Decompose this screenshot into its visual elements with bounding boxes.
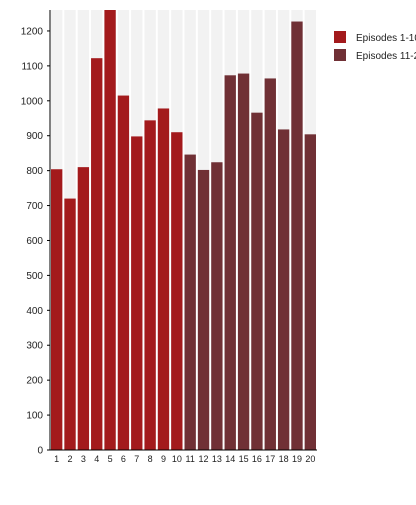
x-tick-label: 16 (252, 454, 262, 464)
bar-episode-5 (104, 10, 116, 450)
legend-swatch (334, 31, 346, 43)
bar-episode-10 (171, 132, 183, 450)
legend: Episodes 1-10 Episodes 11-20 (334, 31, 416, 62)
x-tick-label: 8 (148, 454, 153, 464)
x-tick-label: 14 (225, 454, 235, 464)
x-tick-label: 15 (239, 454, 249, 464)
x-tick-label: 18 (279, 454, 289, 464)
y-tick-label: 300 (26, 341, 43, 352)
x-tick-label: 5 (108, 454, 113, 464)
bar-episode-20 (304, 134, 316, 451)
bars (51, 10, 316, 451)
bar-episode-12 (197, 169, 210, 450)
legend-swatch (334, 49, 346, 61)
y-tick-label: 800 (26, 166, 43, 177)
x-tick-label: 4 (94, 454, 99, 464)
legend-label: Episodes 1-10 (356, 33, 416, 44)
y-tick-label: 600 (26, 236, 43, 247)
x-tick-label: 2 (68, 454, 73, 464)
bar-episode-9 (157, 108, 170, 450)
x-tick-label: 3 (81, 454, 86, 464)
x-tick-label: 9 (161, 454, 166, 464)
x-tick-label: 12 (199, 454, 209, 464)
bar-episode-18 (277, 129, 290, 450)
axes: 1 2 3 4 5 6 7 8 9 10 11 12 13 14 15 16 17 18 19 20010020030… (21, 10, 317, 464)
bar-episode-19 (291, 21, 303, 451)
x-tick-label: 13 (212, 454, 222, 464)
column-backgrounds (51, 10, 316, 450)
bar-episode-6 (117, 95, 130, 451)
bar-episode-13 (211, 162, 223, 450)
y-tick-label: 400 (26, 306, 43, 317)
x-tick-label: 6 (121, 454, 126, 464)
y-tick-label: 1000 (21, 96, 44, 107)
bar-episode-17 (264, 78, 276, 450)
bar-episode-1 (51, 169, 63, 450)
y-tick-label: 100 (26, 411, 43, 422)
bar-episode-7 (131, 136, 143, 450)
bar-episode-11 (184, 154, 196, 451)
y-tick-label: 1200 (21, 26, 44, 37)
bar-episode-16 (251, 112, 263, 451)
bar-episode-15 (237, 73, 250, 451)
x-tick-label: 10 (172, 454, 182, 464)
y-tick-label: 900 (26, 131, 43, 142)
y-tick-label: 700 (26, 201, 43, 212)
x-tick-label: 20 (305, 454, 315, 464)
x-tick-label: 19 (292, 454, 302, 464)
y-tick-label: 0 (37, 446, 43, 457)
legend-label: Episodes 11-20 (356, 51, 416, 62)
x-tick-label: 11 (186, 454, 195, 464)
bar-episode-14 (224, 75, 236, 451)
bar-episode-8 (144, 120, 156, 450)
x-tick-label: 1 (54, 454, 59, 464)
bar-episode-4 (91, 58, 103, 450)
y-tick-label: 200 (26, 376, 43, 387)
x-tick-label: 7 (134, 454, 139, 464)
x-tick-label: 17 (265, 454, 275, 464)
bar-episode-2 (64, 198, 76, 450)
y-tick-label: 1100 (21, 61, 43, 72)
y-tick-label: 500 (26, 271, 43, 282)
bar-episode-3 (77, 167, 90, 450)
